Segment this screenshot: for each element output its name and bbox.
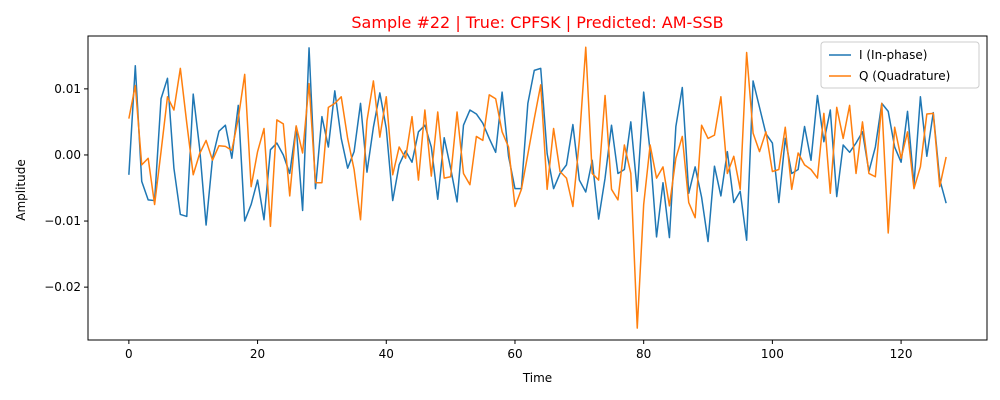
y-tick-label: 0.01 — [54, 82, 81, 96]
y-tick-label: −0.01 — [44, 214, 81, 228]
legend-label-0: I (In-phase) — [859, 48, 927, 62]
x-tick-label: 120 — [890, 347, 913, 361]
legend-box — [820, 41, 980, 89]
y-tick-label: 0.00 — [54, 148, 81, 162]
x-tick-label: 100 — [761, 347, 784, 361]
y-axis-title: Amplitude — [14, 159, 28, 221]
plot-area — [87, 35, 988, 341]
x-tick-label: 0 — [125, 347, 133, 361]
legend: I (In-phase) Q (Quadrature) — [820, 41, 980, 89]
plot-frame — [87, 35, 988, 341]
x-tick-label: 40 — [379, 347, 394, 361]
x-tick-label: 20 — [250, 347, 265, 361]
chart-title: Sample #22 | True: CPFSK | Predicted: AM… — [351, 13, 723, 32]
series-line-0 — [128, 47, 947, 243]
x-axis-title: Time — [522, 371, 552, 385]
y-axis: −0.02 −0.01 0.00 0.01 — [44, 82, 88, 294]
x-tick-label: 80 — [636, 347, 651, 361]
x-axis: 0 20 40 60 80 100 120 — [125, 340, 913, 361]
series-line-1 — [128, 46, 947, 329]
y-tick-label: −0.02 — [44, 280, 81, 294]
legend-label-1: Q (Quadrature) — [859, 69, 950, 83]
series-layer — [128, 46, 947, 329]
x-tick-label: 60 — [507, 347, 522, 361]
